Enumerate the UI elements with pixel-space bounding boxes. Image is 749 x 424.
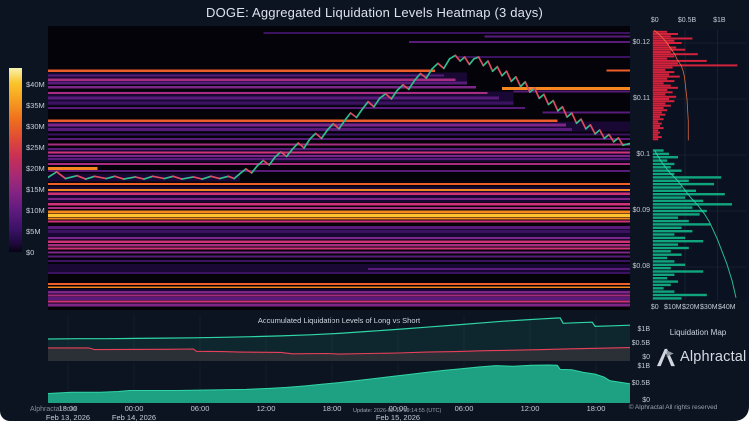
liquidation-heatmap-panel[interactable] — [48, 26, 630, 310]
brand-logo: Alphractal — [655, 343, 747, 371]
time-tick: 18:00 — [322, 404, 342, 413]
liqmap-bottom-tick: $40M — [718, 304, 736, 311]
long-liquidation-bars — [652, 149, 732, 300]
accumulated-total-panel[interactable] — [48, 362, 630, 403]
colorbar-gradient — [9, 68, 22, 252]
colorbar-tick: $0 — [26, 248, 35, 257]
alphractal-logo-icon — [655, 346, 678, 369]
date-label: Feb 13, 2026 — [45, 412, 91, 422]
accumulated-panel-title: Accumulated Liquidation Levels of Long v… — [257, 316, 421, 325]
liqmap-top-tick: $0.5B — [677, 17, 697, 24]
liquidation-map-label: Liquidation Map — [669, 328, 727, 337]
colorbar-tick: $40M — [26, 80, 45, 89]
time-tick: 06:00 — [190, 404, 210, 413]
total-line — [48, 364, 630, 394]
colorbar-tick: $15M — [26, 185, 45, 194]
time-tick: 06:00 — [454, 404, 474, 413]
total-area — [48, 365, 630, 403]
colorbar-tick: $25M — [26, 143, 45, 152]
liqmap-price-tick: $0.12 — [632, 39, 650, 46]
brand-name: Alphractal — [680, 349, 747, 365]
shorts-line — [48, 347, 630, 355]
long-cumulative-line — [654, 150, 737, 298]
liqmap-bottom-tick: $10M — [664, 304, 682, 311]
update-timestamp: Update: 2026-02-15 19:14:55 (UTC) — [353, 408, 442, 414]
liqmap-top-tick: $0 — [650, 17, 659, 24]
accum1-scale-tick: $0 — [642, 354, 650, 361]
time-tick: 00:00 — [388, 404, 408, 413]
accum1-scale-tick: $1B — [637, 326, 650, 333]
page-title: DOGE: Aggregated Liquidation Levels Heat… — [205, 5, 544, 20]
date-label: Feb 14, 2026 — [111, 412, 157, 422]
accum1-scale-tick: $0.5B — [631, 340, 650, 347]
price-line — [48, 54, 630, 180]
liqmap-top-axis: $0 $0.5B $1B — [0, 0, 749, 30]
colorbar-labels: $40M $35M $30M $25M $20M $15M $10M $5M $0 — [0, 0, 48, 300]
time-tick: 00:00 — [124, 404, 144, 413]
longs-line — [48, 317, 630, 340]
colorbar-tick: $10M — [26, 206, 45, 215]
accumulated-long-short-panel[interactable] — [48, 315, 630, 361]
accum2-scale-tick: $0 — [642, 397, 650, 404]
liqmap-price-tick: $0.1 — [636, 151, 650, 158]
short-cumulative-line — [653, 30, 689, 141]
time-tick: 18:00 — [586, 404, 606, 413]
liqmap-price-tick: $0.08 — [632, 263, 650, 270]
colorbar-tick: $35M — [26, 101, 45, 110]
time-tick: 18:00 — [58, 404, 78, 413]
liquidation-map-panel[interactable] — [652, 30, 746, 300]
accumulated-total-canvas[interactable] — [48, 362, 630, 403]
time-axis: 18:00 00:00 06:00 12:00 18:00 00:00 06:00 12:00… — [45, 403, 630, 422]
liquidation-heatmap-canvas[interactable] — [48, 26, 630, 310]
accumulated-long-short-canvas[interactable] — [48, 315, 630, 361]
liqmap-bottom-tick: $20M — [682, 304, 700, 311]
colorbar-tick: $30M — [26, 122, 45, 131]
time-tick: 12:00 — [256, 404, 276, 413]
liqmap-bottom-tick: $0 — [650, 304, 659, 311]
liqmap-price-tick: $0.11 — [633, 95, 650, 102]
liqmap-bottom-tick: $30M — [700, 304, 718, 311]
copyright-text: © Alphractal All rights reserved — [628, 404, 718, 411]
time-tick: 12:00 — [520, 404, 540, 413]
colorbar-tick: $20M — [26, 164, 45, 173]
colorbar-tick: $5M — [26, 227, 41, 236]
liqmap-price-tick: $0.09 — [632, 207, 650, 214]
liqmap-top-tick: $1B — [713, 17, 726, 24]
accum2-scale-tick: $0.5B — [631, 380, 650, 387]
heatmap-bands — [48, 31, 630, 307]
accum2-scale-tick: $1B — [637, 363, 650, 370]
liquidation-map-canvas[interactable] — [652, 30, 746, 300]
date-label: Feb 15, 2026 — [375, 412, 421, 422]
watermark-text: Alphractal.com — [30, 406, 77, 413]
